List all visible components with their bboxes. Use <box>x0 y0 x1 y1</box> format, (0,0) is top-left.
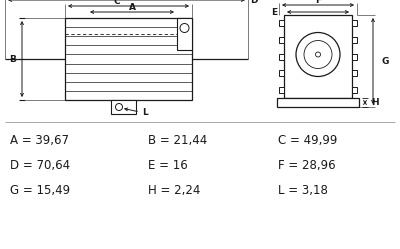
Text: B = 21,44: B = 21,44 <box>148 133 207 146</box>
Bar <box>352 54 357 60</box>
Circle shape <box>304 41 332 68</box>
Text: C: C <box>113 0 120 5</box>
Text: G = 15,49: G = 15,49 <box>10 184 70 196</box>
Text: C = 49,99: C = 49,99 <box>278 133 337 146</box>
Bar <box>177 18 192 50</box>
Text: A: A <box>128 2 136 11</box>
Circle shape <box>180 23 189 33</box>
Bar <box>352 70 357 76</box>
Bar <box>284 15 352 98</box>
Bar <box>279 20 284 26</box>
Bar <box>352 20 357 26</box>
Text: L = 3,18: L = 3,18 <box>278 184 328 196</box>
Bar <box>277 98 359 107</box>
Text: F = 28,96: F = 28,96 <box>278 159 336 172</box>
Circle shape <box>116 104 122 111</box>
Text: E: E <box>271 7 277 16</box>
Text: H: H <box>371 98 379 107</box>
Bar <box>352 37 357 43</box>
Bar <box>111 100 136 114</box>
Text: D = 70,64: D = 70,64 <box>10 159 70 172</box>
Text: E = 16: E = 16 <box>148 159 188 172</box>
Text: H = 2,24: H = 2,24 <box>148 184 200 196</box>
Text: D: D <box>250 0 258 4</box>
Text: A = 39,67: A = 39,67 <box>10 133 69 146</box>
Circle shape <box>296 33 340 76</box>
Text: B: B <box>10 55 16 63</box>
Text: F: F <box>315 0 321 4</box>
Text: G: G <box>381 57 388 65</box>
Bar <box>65 18 192 100</box>
Bar <box>279 37 284 43</box>
Bar <box>279 70 284 76</box>
Bar <box>279 54 284 60</box>
Bar <box>279 87 284 93</box>
Bar <box>352 87 357 93</box>
Circle shape <box>316 52 320 57</box>
Text: L: L <box>142 108 148 117</box>
